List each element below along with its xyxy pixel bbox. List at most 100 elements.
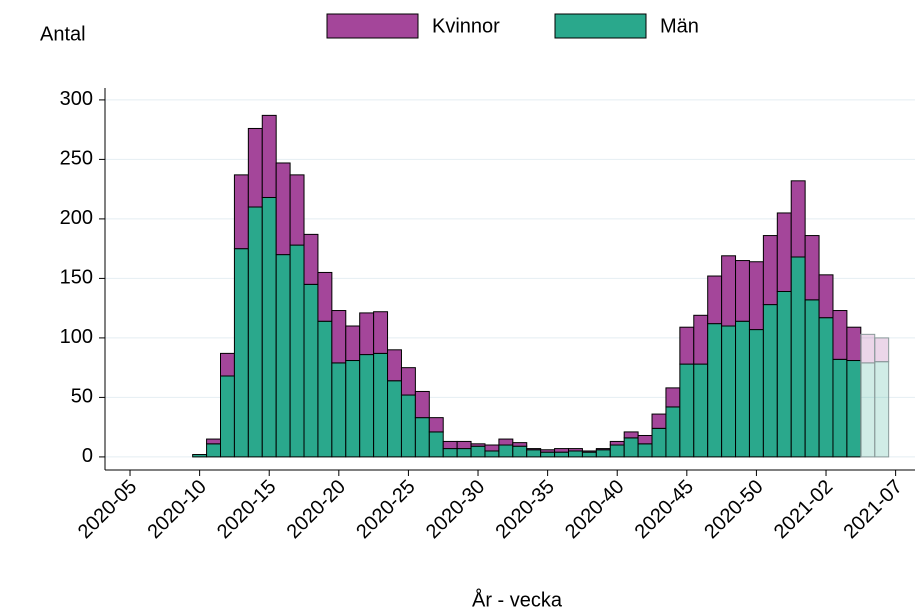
bar <box>206 443 222 458</box>
y-axis-title: Antal <box>40 23 86 45</box>
bar <box>220 352 235 377</box>
bar <box>275 254 291 458</box>
bar <box>498 444 514 458</box>
bar <box>679 326 695 365</box>
bar <box>568 450 583 458</box>
bar <box>832 310 848 360</box>
bar <box>247 206 263 458</box>
bar <box>554 451 570 458</box>
bar <box>303 283 319 458</box>
bar <box>735 320 750 458</box>
x-tick-label: 2020-35 <box>491 476 558 543</box>
bar <box>818 317 834 458</box>
x-tick-label: 2021-07 <box>839 476 906 543</box>
bar <box>526 448 542 451</box>
bar <box>609 444 625 458</box>
bar <box>790 256 806 458</box>
bar <box>804 299 820 458</box>
legend-label: Män <box>660 15 699 37</box>
bar <box>303 233 319 285</box>
bar <box>665 387 681 408</box>
bar <box>220 375 235 458</box>
bar <box>540 451 556 458</box>
x-tick-label: 2021-02 <box>770 476 837 543</box>
x-tick-label: 2020-25 <box>352 476 419 543</box>
bar <box>623 431 639 439</box>
bar <box>484 450 500 458</box>
bar <box>428 417 444 433</box>
x-tick-label: 2020-05 <box>74 476 141 543</box>
bar <box>748 329 764 458</box>
bar <box>609 440 625 446</box>
bar <box>428 431 444 458</box>
bar <box>414 417 430 458</box>
y-tick-label: 100 <box>60 326 93 348</box>
bar <box>192 454 208 458</box>
x-tick-label: 2020-40 <box>561 476 628 543</box>
bar <box>373 311 389 354</box>
bar <box>526 449 542 458</box>
bar <box>693 363 709 458</box>
bar <box>818 274 834 319</box>
y-tick-label: 50 <box>71 386 93 408</box>
bar <box>776 290 792 458</box>
bar <box>623 437 639 458</box>
y-tick-label: 200 <box>60 207 93 229</box>
bar <box>400 394 416 458</box>
bar <box>637 443 653 458</box>
bar <box>554 448 570 453</box>
bar <box>707 323 723 458</box>
bar <box>289 244 305 458</box>
bar <box>693 314 709 365</box>
bar <box>317 320 333 458</box>
bar <box>679 363 695 458</box>
bar <box>581 450 597 453</box>
bar <box>512 445 528 458</box>
bar <box>846 360 862 458</box>
bar <box>456 448 472 458</box>
bar <box>359 354 375 458</box>
bar <box>748 261 764 331</box>
x-tick-label: 2020-10 <box>143 476 210 543</box>
bar <box>400 367 416 396</box>
bar <box>498 438 514 446</box>
legend-swatch <box>554 13 647 39</box>
bar <box>595 448 611 451</box>
bar <box>387 349 402 382</box>
bar <box>233 248 249 458</box>
bar <box>651 413 667 429</box>
bar <box>387 380 402 458</box>
bar <box>484 444 500 452</box>
bar <box>512 442 528 447</box>
x-tick-label: 2020-15 <box>213 476 280 543</box>
bar <box>206 438 222 445</box>
x-tick-label: 2020-45 <box>631 476 698 543</box>
bar <box>331 310 347 364</box>
bar <box>456 440 472 450</box>
bar <box>637 434 653 445</box>
bar <box>345 360 361 458</box>
y-tick-label: 250 <box>60 148 93 170</box>
bar <box>874 361 890 458</box>
bar <box>721 255 737 327</box>
bar <box>261 114 277 198</box>
bar <box>735 260 750 322</box>
bar <box>442 440 458 450</box>
bar <box>275 162 291 256</box>
bar <box>832 358 848 458</box>
bar <box>470 445 486 458</box>
bar <box>373 352 389 458</box>
legend-label: Kvinnor <box>432 15 500 37</box>
bar <box>247 127 263 208</box>
y-tick-label: 0 <box>82 445 93 467</box>
bar <box>874 337 890 363</box>
x-tick-label: 2020-20 <box>283 476 350 543</box>
y-tick-label: 300 <box>60 88 93 110</box>
bar <box>568 448 583 452</box>
bar <box>595 449 611 458</box>
bar <box>804 235 820 301</box>
bar <box>790 180 806 258</box>
bar <box>762 235 778 306</box>
